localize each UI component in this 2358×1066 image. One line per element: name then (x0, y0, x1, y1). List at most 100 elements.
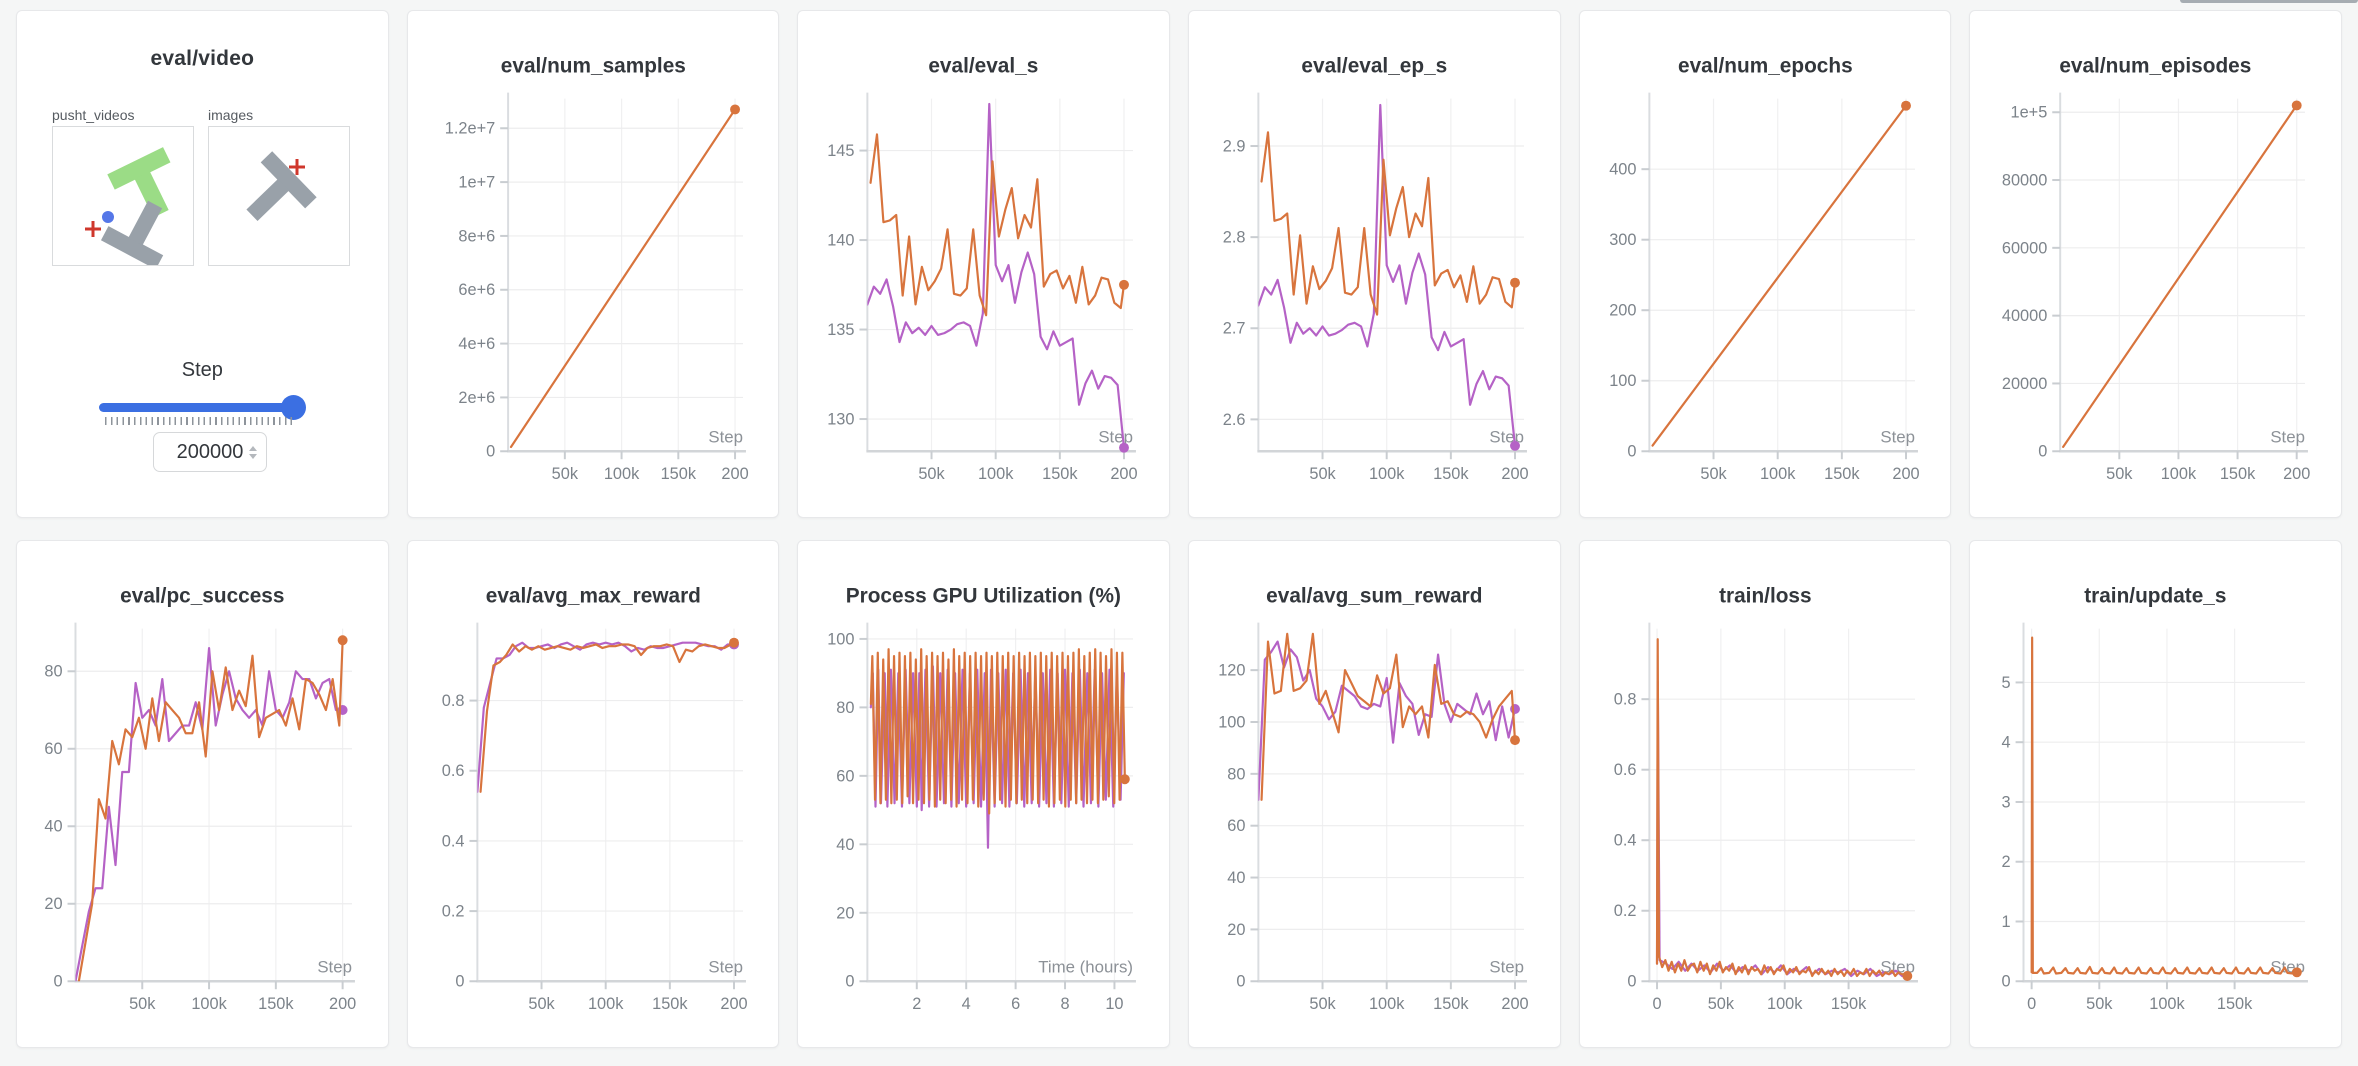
y-tick-label: 60 (837, 767, 855, 785)
x-tick-label: 50k (1309, 995, 1336, 1013)
step-slider-track[interactable] (99, 403, 304, 412)
x-tick-label: 150k (660, 465, 696, 483)
chart-panel-eval-pc-success[interactable]: 0 20 40 60 80 50k 100k 150k 200 Step eval/pc_succe… (16, 540, 389, 1048)
y-tick-label: 2.9 (1223, 137, 1246, 155)
x-tick-label: 100k (1767, 995, 1803, 1013)
series-end-dot-run-orange (1902, 970, 1912, 981)
chart-title: eval/num_episodes (2060, 55, 2252, 78)
y-tick-label: 60 (44, 740, 62, 758)
chart-panel-eval-num-episodes[interactable]: 0 20000 40000 60000 80000 1e+5 50k 100k 150k 200 S… (1969, 10, 2342, 518)
y-tick-label: 0.6 (441, 762, 464, 780)
x-tick-label: 50k (919, 465, 946, 483)
chart-panel-eval-eval-ep-s[interactable]: 2.6 2.7 2.8 2.9 50k 100k 150k 200 Step eval/eval_… (1187, 10, 1561, 518)
chart-panel-eval-num-epochs[interactable]: 0 100 200 300 400 50k 100k 150k 200 Step eval/num_… (1578, 10, 1952, 518)
y-tick-label: 20 (1227, 921, 1245, 939)
x-tick-label: 0 (1652, 995, 1661, 1013)
video-thumbnail-pusht-videos[interactable] (52, 126, 194, 266)
x-tick-label: 50k (129, 995, 156, 1013)
chart-canvas: 130 135 140 145 50k 100k 150k 200 Step eval/eval_… (828, 55, 1138, 483)
x-tick-label: 2 (913, 995, 922, 1013)
x-tick-label: 100k (191, 995, 227, 1013)
chart-panel-eval-eval-s[interactable]: 130 135 140 145 50k 100k 150k 200 Step eval/eval_… (797, 10, 1170, 518)
x-tick-label: 10 (1106, 995, 1124, 1013)
y-tick-label: 0.4 (1613, 832, 1636, 850)
y-tick-label: 20 (44, 895, 62, 913)
media-group-label-images: images (208, 107, 254, 123)
x-axis-title: Step (317, 957, 352, 976)
series-line-run-orange (1260, 131, 1517, 316)
x-tick-label: 150k (1824, 465, 1860, 483)
target-cross (85, 221, 101, 237)
y-tick-label: 1.2e+7 (444, 120, 494, 138)
y-tick-label: 80 (837, 699, 855, 717)
y-tick-label: 120 (1218, 662, 1245, 680)
chart-title: eval/avg_max_reward (485, 585, 700, 608)
y-tick-label: 20000 (2002, 375, 2047, 393)
scroll-edge-artifact (2180, 0, 2358, 3)
series-line-run-orange (1260, 632, 1517, 801)
series-line-run-orange (509, 108, 736, 449)
goal-t-block (107, 147, 171, 218)
chart-title: eval/eval_ep_s (1301, 55, 1447, 78)
x-tick-label: 50k (1707, 995, 1734, 1013)
y-tick-label: 300 (1609, 231, 1636, 249)
step-value: 200000 (176, 440, 244, 463)
x-tick-label: 50k (2086, 995, 2113, 1013)
x-tick-label: 100k (588, 995, 624, 1013)
chart-panel-eval-avg-sum-reward[interactable]: 0 20 40 60 80 100 120 50k 100k 150k 200 Step eval/av… (1187, 540, 1561, 1048)
chart-canvas: 0 20000 40000 60000 80000 1e+5 50k 100k 150k 200 S… (2002, 55, 2310, 483)
y-tick-label: 1e+7 (458, 174, 495, 192)
x-tick-label: 100k (978, 465, 1014, 483)
stepper-icon[interactable] (249, 433, 257, 471)
y-tick-label: 60 (1227, 817, 1245, 835)
y-tick-label: 100 (828, 630, 855, 648)
x-axis-title: Step (1489, 957, 1524, 976)
x-tick-label: 200 (329, 995, 356, 1013)
x-tick-label: 100k (1369, 465, 1405, 483)
x-tick-label: 200 (2283, 465, 2310, 483)
panel-title: eval/video (150, 47, 255, 70)
chart-panel-process-gpu-utilization[interactable]: 0 20 40 60 80 100 2 4 6 8 10 Time (hours) Process GP… (797, 540, 1170, 1048)
chart-panel-train-update-s[interactable]: 0 1 2 3 4 5 0 50k 100k 150k Step train/update_s (1969, 540, 2342, 1048)
y-tick-label: 130 (828, 410, 855, 428)
series-line-run-purple (1258, 640, 1517, 801)
y-tick-label: 4e+6 (458, 335, 495, 353)
y-tick-label: 40 (44, 818, 62, 836)
y-tick-label: 8e+6 (458, 227, 495, 245)
y-tick-label: 2 (2002, 853, 2011, 871)
series-line-run-purple (1258, 103, 1517, 447)
x-tick-label: 100k (1369, 995, 1405, 1013)
series-end-dot-run-orange (729, 104, 740, 115)
series-line-run-orange (1655, 638, 1909, 978)
x-tick-label: 150k (258, 995, 294, 1013)
y-tick-label: 0 (1236, 973, 1245, 991)
y-tick-label: 0.2 (441, 903, 464, 921)
series-end-dot-run-purple (1119, 442, 1130, 453)
chart-panel-eval-num-samples[interactable]: 0 2e+6 4e+6 6e+6 8e+6 1e+7 1.2e+7 50k 100k 150k 20… (406, 10, 780, 518)
chart-title: train/loss (1719, 585, 1812, 608)
x-tick-label: 200 (720, 995, 747, 1013)
step-slider-handle[interactable] (281, 395, 306, 420)
chart-canvas: 0 0.2 0.4 0.6 0.8 50k 100k 150k 200 Step eval/avg_… (441, 585, 747, 1013)
x-tick-label: 150k (1831, 995, 1867, 1013)
chart-canvas: 0 20 40 60 80 100 2 4 6 8 10 Time (hours) Process GP… (828, 585, 1137, 1013)
x-tick-label: 200 (1892, 465, 1919, 483)
series-end-dot-run-orange (1119, 279, 1130, 290)
series-line-run-orange (2030, 636, 2299, 975)
x-tick-label: 100k (2150, 995, 2186, 1013)
video-thumbnail-images[interactable] (208, 126, 350, 266)
y-tick-label: 2.8 (1223, 229, 1246, 247)
series-line-run-orange (479, 641, 735, 793)
y-tick-label: 1 (2002, 913, 2011, 931)
x-axis-title: Step (2271, 427, 2306, 446)
x-tick-label: 200 (1501, 995, 1528, 1013)
y-tick-label: 400 (1609, 161, 1636, 179)
y-tick-label: 0 (1627, 973, 1636, 991)
media-panel-eval-video[interactable]: eval/video pusht_videos images (16, 10, 389, 518)
chart-panel-train-loss[interactable]: 0 0.2 0.4 0.6 0.8 0 50k 100k 150k Step train/loss (1578, 540, 1952, 1048)
y-tick-label: 100 (1609, 372, 1636, 390)
step-number-input[interactable]: 200000 (153, 432, 267, 472)
chart-panel-eval-avg-max-reward[interactable]: 0 0.2 0.4 0.6 0.8 50k 100k 150k 200 Step eval/avg_… (406, 540, 780, 1048)
step-slider-label: Step (181, 359, 223, 381)
